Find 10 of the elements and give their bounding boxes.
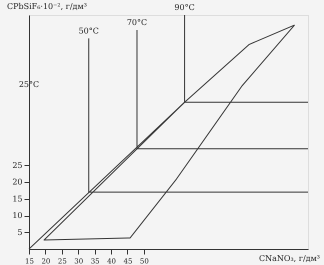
y-tick-label: 5	[17, 228, 22, 237]
series-label: 90°C	[174, 3, 195, 12]
y-tick-label: 25	[12, 160, 22, 170]
y-tick-label: 10	[12, 211, 22, 220]
x-axis-title: CNaNO₃, г/дм³	[259, 254, 320, 263]
series-label: 70°C	[126, 18, 148, 28]
y-tick-label: 20	[12, 178, 22, 187]
series-label: 50°C	[78, 26, 99, 36]
y-tick-label: 15	[12, 194, 22, 204]
y-axis-title: CPbSiF₆·10⁻², г/дм³	[7, 2, 87, 11]
